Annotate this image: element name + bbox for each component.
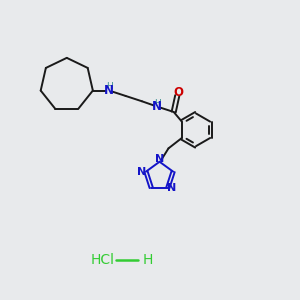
Text: N: N [104, 84, 114, 97]
Text: N: N [155, 154, 164, 164]
Text: N: N [137, 167, 146, 177]
Text: H: H [142, 253, 153, 267]
Text: N: N [167, 183, 177, 193]
Text: O: O [173, 86, 183, 99]
Text: N: N [152, 100, 162, 113]
Text: HCl: HCl [90, 253, 114, 267]
Text: H: H [106, 82, 112, 91]
Text: H: H [154, 98, 161, 107]
